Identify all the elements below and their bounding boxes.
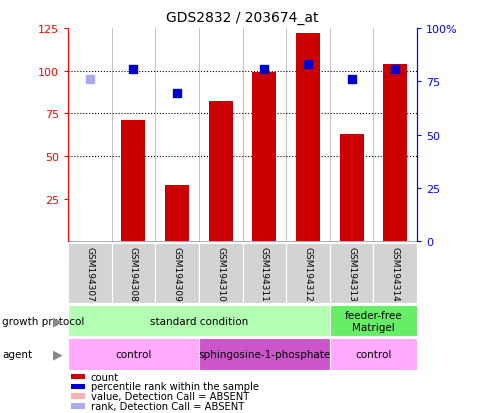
Bar: [71, 374, 85, 380]
Text: feeder-free
Matrigel: feeder-free Matrigel: [344, 310, 401, 332]
Bar: [111, 244, 155, 304]
Bar: [198, 339, 329, 370]
Text: standard condition: standard condition: [150, 316, 247, 326]
Text: control: control: [115, 349, 151, 359]
Text: sphingosine-1-phosphate: sphingosine-1-phosphate: [198, 349, 330, 359]
Bar: [329, 339, 416, 370]
Title: GDS2832 / 203674_at: GDS2832 / 203674_at: [166, 11, 318, 25]
Bar: [68, 244, 111, 304]
Point: [173, 90, 181, 97]
Text: percentile rank within the sample: percentile rank within the sample: [91, 382, 258, 392]
Bar: [71, 403, 85, 409]
Bar: [252, 73, 276, 242]
Bar: [71, 384, 85, 389]
Bar: [242, 244, 286, 304]
Bar: [121, 121, 145, 242]
Point: [129, 66, 137, 73]
Point: [347, 77, 355, 83]
Bar: [339, 134, 363, 242]
Text: agent: agent: [2, 349, 32, 359]
Text: GSM194310: GSM194310: [216, 246, 225, 301]
Text: growth protocol: growth protocol: [2, 316, 85, 326]
Point: [86, 77, 93, 83]
Text: GSM194314: GSM194314: [390, 246, 399, 301]
Bar: [329, 244, 373, 304]
Text: control: control: [354, 349, 391, 359]
Text: ▶: ▶: [53, 348, 63, 361]
Text: rank, Detection Call = ABSENT: rank, Detection Call = ABSENT: [91, 401, 243, 411]
Bar: [329, 306, 416, 337]
Bar: [373, 244, 416, 304]
Bar: [198, 244, 242, 304]
Bar: [295, 34, 319, 242]
Bar: [382, 65, 407, 242]
Bar: [68, 306, 329, 337]
Text: value, Detection Call = ABSENT: value, Detection Call = ABSENT: [91, 391, 248, 401]
Point: [391, 66, 398, 73]
Text: GSM194313: GSM194313: [347, 246, 355, 301]
Bar: [68, 339, 198, 370]
Bar: [155, 244, 198, 304]
Text: ▶: ▶: [53, 315, 63, 328]
Bar: [71, 394, 85, 399]
Point: [260, 66, 268, 73]
Bar: [286, 244, 329, 304]
Text: GSM194308: GSM194308: [129, 246, 137, 301]
Text: GSM194312: GSM194312: [303, 246, 312, 301]
Text: GSM194311: GSM194311: [259, 246, 268, 301]
Bar: [165, 185, 189, 242]
Bar: [208, 102, 232, 242]
Text: count: count: [91, 372, 119, 382]
Text: GSM194307: GSM194307: [85, 246, 94, 301]
Text: GSM194309: GSM194309: [172, 246, 181, 301]
Point: [303, 62, 311, 68]
